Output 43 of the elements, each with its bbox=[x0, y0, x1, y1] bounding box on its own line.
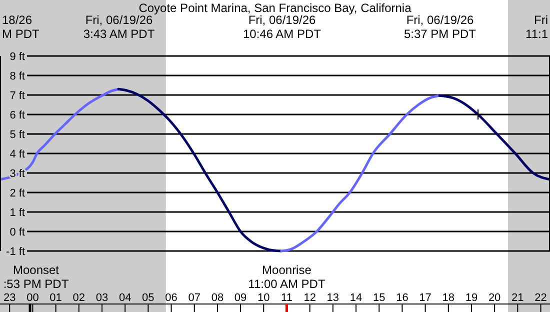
x-tick-label: 07 bbox=[188, 292, 200, 304]
y-tick-label: 6 ft bbox=[10, 110, 25, 122]
ref-line-label: Moonrise 11:00 AM PDT bbox=[248, 263, 326, 291]
x-tick-label: 06 bbox=[165, 292, 178, 304]
x-tick-label: 17 bbox=[419, 292, 432, 304]
text: 18/26 M PDT bbox=[2, 13, 40, 41]
x-tick-label: 05 bbox=[142, 292, 154, 304]
x-tick-label: 08 bbox=[211, 292, 224, 304]
x-tick-label: 15 bbox=[372, 292, 386, 304]
x-tick-label: 13 bbox=[326, 292, 340, 304]
y-tick-label: 8 ft bbox=[10, 70, 25, 82]
y-tick-label: 9 ft bbox=[10, 51, 25, 63]
y-tick-label: 5 ft bbox=[10, 129, 25, 141]
x-tick-label: 21 bbox=[512, 292, 524, 304]
x-tick-label: 20 bbox=[488, 292, 501, 304]
y-tick-label: 0 ft bbox=[10, 226, 25, 238]
x-tick-label: 23 bbox=[3, 292, 16, 304]
ref-line-label: Moonset :53 PM PDT bbox=[3, 263, 70, 291]
text: Fri 11:1 bbox=[526, 13, 548, 41]
x-tick-label: 16 bbox=[396, 292, 408, 304]
y-tick-label: 4 ft bbox=[10, 148, 25, 160]
y-tick-label: 1 ft bbox=[10, 207, 25, 219]
x-tick-label: 03 bbox=[96, 292, 108, 304]
x-tick-label: 14 bbox=[350, 292, 362, 304]
x-tick-label: 12 bbox=[304, 292, 316, 304]
y-tick-label: 3 ft bbox=[10, 168, 25, 180]
x-tick-label: 04 bbox=[118, 292, 132, 304]
text: Fri, 06/19/26 10:46 AM PDT bbox=[242, 13, 322, 41]
x-tick-label: 18 bbox=[442, 292, 455, 304]
chart-title: Coyote Point Marina, San Francisco Bay, California bbox=[138, 1, 412, 15]
text: Fri, 06/19/26 3:43 AM PDT bbox=[83, 13, 156, 41]
x-tick-label: 10 bbox=[258, 292, 270, 304]
x-tick-label: 22 bbox=[534, 292, 547, 304]
y-tick-label: 7 ft bbox=[10, 90, 25, 102]
text: Fri, 06/19/26 5:37 PM PDT bbox=[404, 13, 477, 41]
x-tick-label: 01 bbox=[50, 292, 62, 304]
y-tick-label: 2 ft bbox=[10, 188, 25, 200]
y-tick-label: -1 ft bbox=[6, 246, 25, 258]
x-tick-label: 11 bbox=[281, 292, 292, 304]
x-tick-label: 09 bbox=[234, 292, 247, 304]
x-tick-label: 00 bbox=[26, 292, 39, 304]
x-tick-label: 02 bbox=[72, 292, 86, 304]
x-tick-label: 19 bbox=[465, 292, 478, 304]
